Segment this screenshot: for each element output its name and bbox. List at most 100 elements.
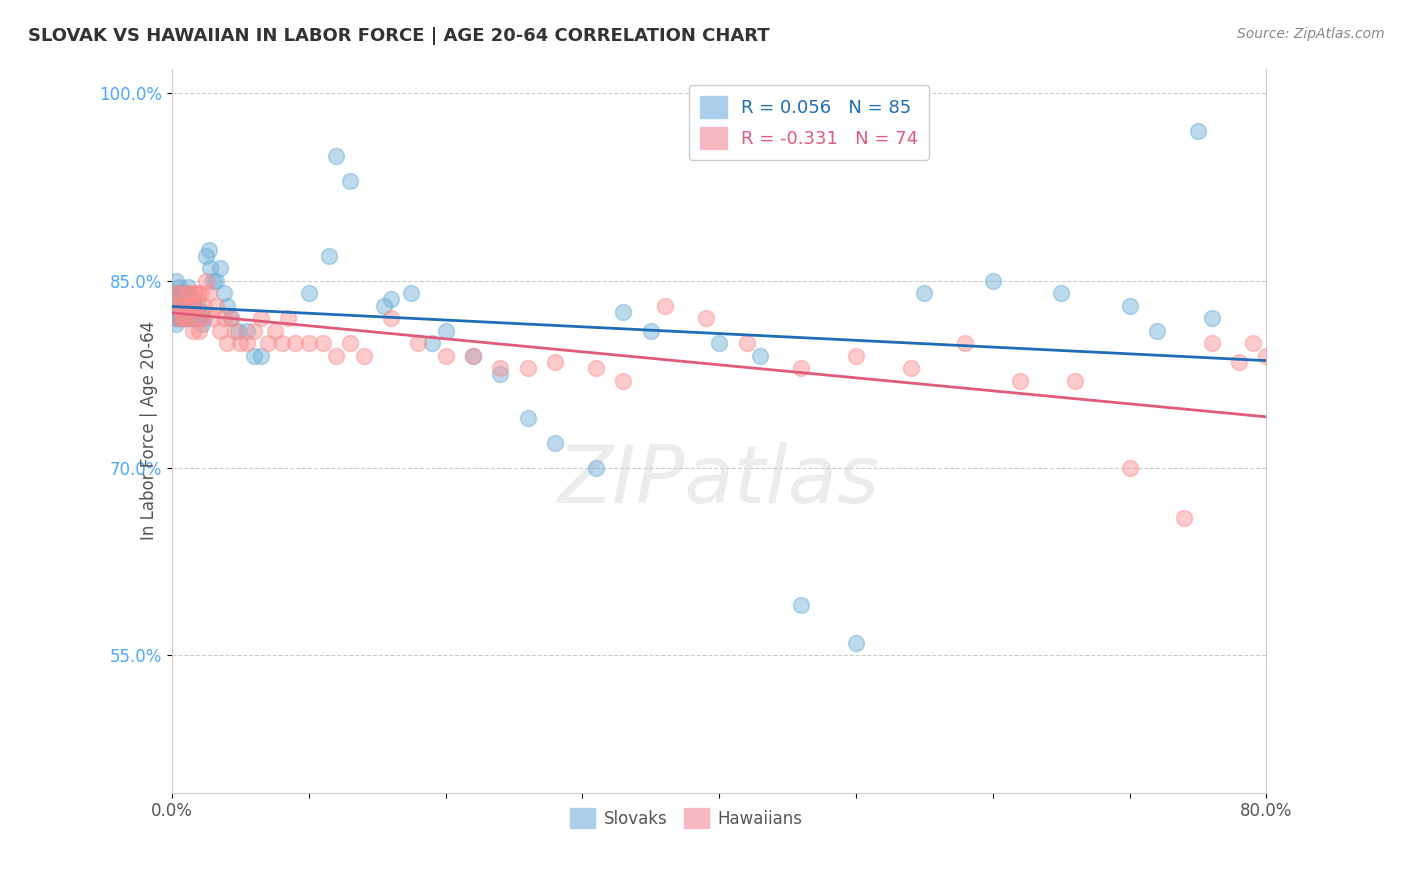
Point (1201, 336, 1223, 351)
Point (166, 311, 188, 326)
Point (208, 261, 231, 276)
Point (170, 311, 193, 326)
Point (188, 324, 211, 338)
Point (193, 311, 215, 326)
Point (790, 599, 813, 613)
Point (177, 280, 200, 294)
Point (339, 174, 361, 188)
Point (1173, 511, 1195, 525)
Point (401, 286, 423, 301)
Point (176, 286, 198, 301)
Point (311, 336, 333, 351)
Point (169, 286, 191, 301)
Point (167, 311, 190, 326)
Point (955, 336, 977, 351)
Point (172, 293, 194, 307)
Point (173, 293, 195, 307)
Point (179, 286, 201, 301)
Point (165, 299, 187, 313)
Point (174, 299, 197, 313)
Point (169, 299, 191, 313)
Point (172, 305, 194, 319)
Point (177, 311, 200, 326)
Point (169, 299, 191, 313)
Point (187, 299, 209, 313)
Point (654, 299, 676, 313)
Point (180, 299, 202, 313)
Point (1146, 324, 1168, 338)
Point (184, 299, 207, 313)
Legend: Slovaks, Hawaiians: Slovaks, Hawaiians (564, 801, 808, 835)
Point (1323, 648, 1346, 663)
Point (380, 293, 402, 307)
Point (170, 305, 193, 319)
Point (1118, 299, 1140, 313)
Point (1256, 349, 1278, 363)
Point (845, 349, 868, 363)
Point (181, 324, 204, 338)
Point (585, 461, 607, 475)
Point (243, 324, 266, 338)
Point (461, 349, 484, 363)
Point (250, 349, 273, 363)
Point (709, 336, 731, 351)
Point (181, 311, 204, 326)
Point (163, 286, 186, 301)
Point (420, 336, 443, 351)
Point (298, 336, 321, 351)
Point (1050, 286, 1073, 301)
Point (1201, 311, 1223, 326)
Point (408, 336, 430, 351)
Point (912, 286, 935, 301)
Point (163, 286, 186, 301)
Point (177, 299, 200, 313)
Point (1241, 336, 1264, 351)
Point (193, 299, 215, 313)
Point (212, 286, 235, 301)
Point (981, 274, 1004, 288)
Point (489, 361, 512, 376)
Point (250, 311, 273, 326)
Point (172, 299, 194, 313)
Point (166, 286, 188, 301)
Point (1010, 374, 1032, 388)
Point (284, 336, 307, 351)
Point (318, 249, 340, 263)
Point (900, 361, 922, 376)
Point (202, 311, 225, 326)
Point (434, 324, 457, 338)
Point (163, 311, 186, 326)
Text: SLOVAK VS HAWAIIAN IN LABOR FORCE | AGE 20-64 CORRELATION CHART: SLOVAK VS HAWAIIAN IN LABOR FORCE | AGE … (28, 27, 769, 45)
Point (191, 311, 214, 326)
Point (183, 286, 205, 301)
Point (166, 311, 188, 326)
Point (1227, 355, 1250, 369)
Point (180, 311, 202, 326)
Point (174, 286, 197, 301)
Point (353, 349, 375, 363)
Point (179, 293, 201, 307)
Point (1296, 374, 1319, 388)
Point (176, 299, 198, 313)
Point (516, 361, 538, 376)
Point (188, 311, 211, 326)
Point (544, 436, 567, 450)
Point (167, 299, 190, 313)
Point (173, 311, 195, 326)
Point (489, 368, 512, 382)
Point (198, 243, 221, 257)
Point (176, 299, 198, 313)
Point (1268, 355, 1291, 369)
Point (195, 249, 218, 263)
Point (215, 336, 238, 351)
Point (212, 311, 235, 326)
Point (208, 324, 231, 338)
Point (263, 324, 285, 338)
Point (219, 311, 242, 326)
Point (612, 305, 634, 319)
Point (165, 274, 187, 288)
Point (790, 361, 813, 376)
Point (735, 336, 758, 351)
Y-axis label: In Labor Force | Age 20-64: In Labor Force | Age 20-64 (141, 321, 159, 541)
Point (170, 311, 193, 326)
